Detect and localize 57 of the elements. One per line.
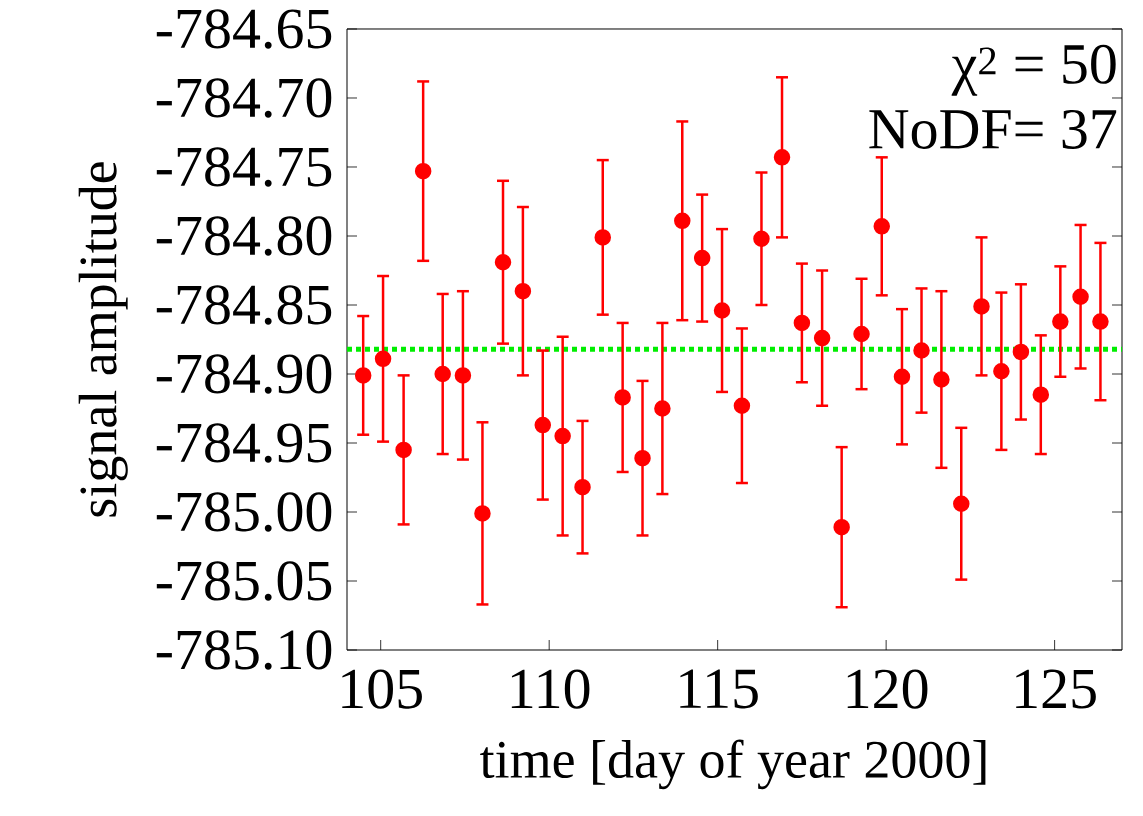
point bbox=[1052, 313, 1069, 330]
point bbox=[395, 441, 412, 459]
point bbox=[614, 389, 631, 406]
point bbox=[873, 218, 890, 235]
annotation: χ$^{2}$ = 50 bbox=[951, 44, 1116, 96]
point bbox=[514, 282, 532, 300]
point bbox=[574, 478, 591, 496]
y-tick-label: -784.95 bbox=[156, 423, 332, 463]
y-tick-label: -784.85 bbox=[156, 285, 332, 325]
point bbox=[1032, 386, 1050, 403]
x-tick-label: 125 bbox=[1016, 669, 1096, 709]
point bbox=[414, 162, 432, 180]
point bbox=[1092, 313, 1109, 330]
point bbox=[554, 427, 571, 445]
point bbox=[913, 342, 930, 359]
point bbox=[594, 229, 611, 246]
x-tick-label: 105 bbox=[342, 669, 422, 709]
point bbox=[933, 371, 950, 388]
y-tick-label: -784.65 bbox=[156, 9, 332, 49]
point bbox=[534, 416, 552, 434]
point bbox=[634, 449, 651, 467]
point bbox=[454, 367, 472, 384]
point bbox=[693, 249, 711, 267]
x-axis-title: time [day of year 2000] bbox=[480, 739, 986, 790]
point bbox=[1072, 288, 1089, 305]
y-axis-title: signal amplitude bbox=[78, 162, 128, 517]
point bbox=[793, 314, 811, 332]
point bbox=[813, 329, 831, 347]
y-tick-label: -784.90 bbox=[156, 354, 332, 394]
y-tick-label: -785.10 bbox=[156, 630, 332, 670]
y-tick-label: -784.80 bbox=[156, 216, 332, 256]
point bbox=[753, 230, 770, 248]
x-tick-label: 110 bbox=[511, 669, 590, 709]
point bbox=[474, 505, 491, 522]
point bbox=[733, 397, 751, 414]
x-tick-label: 115 bbox=[680, 669, 758, 709]
point bbox=[833, 518, 850, 536]
y-tick-label: -785.00 bbox=[156, 492, 332, 532]
point bbox=[773, 149, 791, 166]
point bbox=[434, 365, 451, 383]
y-tick-label: -784.70 bbox=[156, 78, 332, 118]
annotation: NoDF= 37 bbox=[869, 109, 1117, 149]
point bbox=[953, 495, 970, 512]
point bbox=[374, 350, 392, 368]
point bbox=[354, 367, 372, 384]
point bbox=[713, 302, 731, 319]
point bbox=[494, 253, 512, 271]
point bbox=[674, 212, 691, 230]
point bbox=[893, 368, 911, 386]
point bbox=[853, 325, 870, 343]
y-tick-label: -785.05 bbox=[156, 561, 332, 601]
x-tick-label: 120 bbox=[847, 669, 928, 709]
point bbox=[973, 298, 990, 315]
point bbox=[1012, 343, 1030, 361]
point bbox=[993, 362, 1010, 380]
point bbox=[654, 400, 671, 417]
y-tick-label: -784.75 bbox=[156, 147, 332, 187]
